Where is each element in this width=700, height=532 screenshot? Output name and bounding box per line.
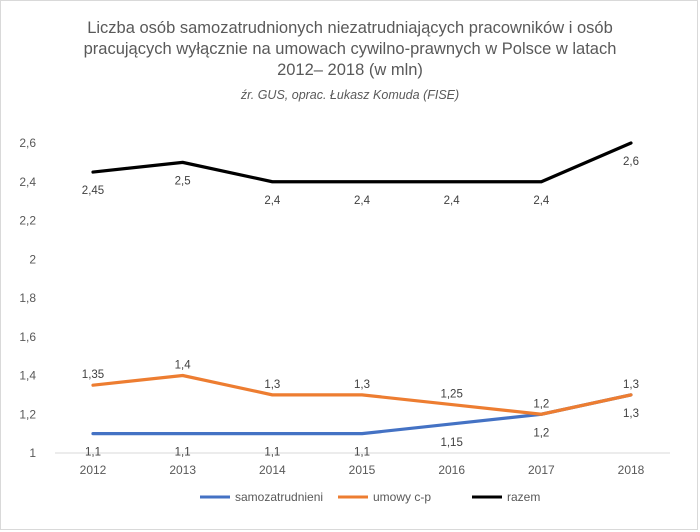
y-tick-label: 2 <box>29 252 36 266</box>
y-tick-label: 2,2 <box>19 214 36 228</box>
data-label: 1,3 <box>623 408 639 420</box>
legend-label: samozatrudnieni <box>235 490 323 504</box>
y-tick-label: 1,2 <box>19 407 36 421</box>
x-tick-label: 2015 <box>349 463 376 477</box>
series-line-samozatrudnieni <box>91 393 633 436</box>
x-tick-label: 2013 <box>169 463 196 477</box>
x-tick-label: 2014 <box>259 463 286 477</box>
data-label: 2,4 <box>354 195 371 207</box>
x-tick-label: 2012 <box>80 463 107 477</box>
data-label: 1,1 <box>175 447 191 459</box>
series-line-umowy-c-p <box>91 373 633 416</box>
chart-title-line-2: pracujących wyłącznie na umowach cywilno… <box>83 40 617 58</box>
chart-title-line-3: 2012– 2018 (w mln) <box>277 61 423 79</box>
legend-label: razem <box>507 490 540 504</box>
data-label: 1,2 <box>533 427 549 439</box>
chart-title-line-1: Liczba osób samozatrudnionych niezatrudn… <box>87 19 613 37</box>
data-label: 1,4 <box>175 360 192 372</box>
data-label: 2,45 <box>82 185 104 197</box>
data-label: 1,3 <box>354 379 370 391</box>
chart-subtitle: źr. GUS, oprac. Łukasz Komuda (FISE) <box>240 88 460 102</box>
series-line-razem <box>91 141 633 184</box>
data-label: 1,25 <box>440 389 462 401</box>
data-label: 1,2 <box>533 398 549 410</box>
data-label: 1,1 <box>354 447 370 459</box>
y-tick-label: 1,6 <box>19 330 36 344</box>
data-label: 1,35 <box>82 369 104 381</box>
y-tick-label: 2,6 <box>19 136 36 150</box>
data-label: 1,1 <box>85 447 101 459</box>
x-tick-label: 2018 <box>618 463 645 477</box>
data-label: 1,15 <box>440 437 462 449</box>
data-label: 2,4 <box>533 195 550 207</box>
x-tick-label: 2016 <box>438 463 465 477</box>
data-label: 1,3 <box>264 379 280 391</box>
y-tick-label: 1 <box>29 446 36 460</box>
chart-title: Liczba osób samozatrudnionych niezatrudn… <box>0 18 700 81</box>
data-label: 2,6 <box>623 156 639 168</box>
data-label: 1,3 <box>623 379 639 391</box>
data-label: 2,4 <box>264 195 281 207</box>
data-label: 2,5 <box>175 175 191 187</box>
y-tick-label: 1,4 <box>19 369 36 383</box>
data-label: 2,4 <box>444 195 461 207</box>
y-tick-label: 2,4 <box>19 175 36 189</box>
x-tick-label: 2017 <box>528 463 555 477</box>
data-label: 1,1 <box>264 447 280 459</box>
y-tick-label: 1,8 <box>19 291 36 305</box>
legend-label: umowy c-p <box>373 490 431 504</box>
